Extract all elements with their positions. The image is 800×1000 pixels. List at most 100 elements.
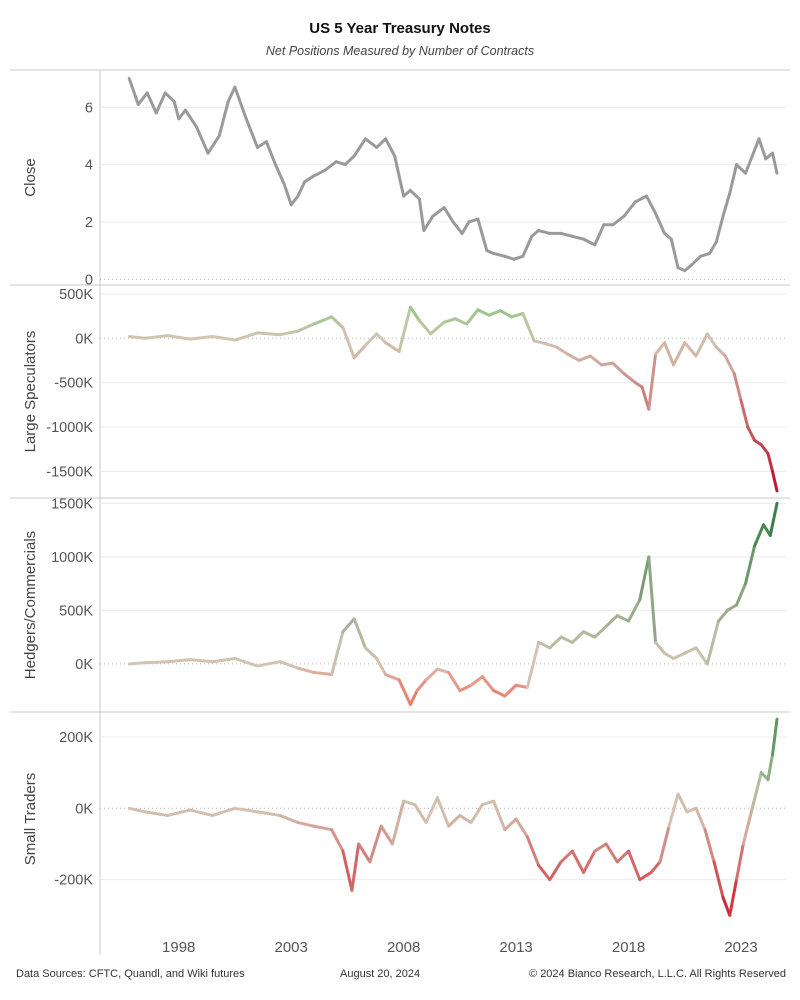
- series-segment: [363, 137, 379, 149]
- series-segment: [757, 137, 768, 161]
- series-segment: [746, 425, 757, 442]
- series-segment: [492, 689, 507, 698]
- series-segment: [658, 824, 671, 864]
- series-segment: [676, 792, 689, 814]
- series-segment: [165, 658, 192, 664]
- series-segment: [654, 341, 667, 356]
- series-segment: [165, 334, 192, 341]
- series-segment: [451, 220, 464, 235]
- series-segment: [588, 354, 604, 367]
- series-segment: [732, 372, 743, 402]
- series-segment: [663, 341, 676, 367]
- series-segment: [663, 651, 676, 660]
- series-segment: [127, 334, 147, 340]
- series-segment: [343, 154, 356, 167]
- y-tick-label: 500K: [59, 287, 93, 303]
- series-segment: [312, 670, 334, 677]
- series-segment: [127, 77, 140, 106]
- series-segment: [683, 646, 698, 655]
- series-segment: [741, 806, 754, 846]
- series-segment: [255, 331, 282, 337]
- series-segment: [393, 154, 406, 198]
- series-segment: [759, 443, 770, 456]
- series-segment: [233, 657, 259, 668]
- series-segment: [510, 311, 525, 319]
- series-segment: [721, 191, 732, 218]
- series-segment: [352, 617, 367, 650]
- series-segment: [330, 315, 345, 330]
- series-segment: [525, 640, 541, 689]
- series-segment: [127, 661, 147, 666]
- series-segment: [375, 657, 388, 677]
- series-segment: [350, 842, 361, 892]
- series-segment: [593, 223, 606, 247]
- series-segment: [255, 660, 282, 668]
- y-tick-label: 0K: [75, 331, 93, 347]
- series-segment: [453, 317, 469, 326]
- series-segment: [768, 501, 779, 537]
- series-segment: [424, 796, 439, 825]
- series-segment: [683, 341, 698, 358]
- series-segment: [503, 817, 518, 832]
- series-segment: [233, 85, 248, 121]
- series-segment: [548, 635, 563, 650]
- series-segment: [771, 717, 779, 757]
- series-segment: [422, 214, 435, 233]
- series-segment: [703, 828, 716, 864]
- y-tick-label: -1500K: [46, 464, 93, 480]
- series-segment: [521, 311, 536, 343]
- x-tick-label: 2013: [499, 939, 532, 956]
- series-segment: [264, 140, 277, 167]
- series-segment: [771, 469, 779, 493]
- series-segment: [537, 640, 552, 650]
- series-segment: [255, 140, 268, 149]
- series-segment: [600, 361, 615, 367]
- series-segment: [721, 895, 732, 917]
- series-segment: [289, 194, 300, 207]
- series-segment: [694, 332, 709, 358]
- y-tick-label: -200K: [54, 873, 93, 889]
- series-segment: [735, 582, 748, 607]
- series-segment: [604, 614, 619, 628]
- y-axis-title: Hedgers/Commercials: [22, 531, 39, 679]
- series-segment: [384, 673, 401, 682]
- series-segment: [467, 217, 480, 224]
- series-segment: [397, 678, 412, 707]
- series-segment: [582, 630, 597, 639]
- series-segment: [408, 305, 421, 322]
- series-segment: [487, 309, 502, 317]
- series-segment: [570, 234, 586, 241]
- y-tick-label: 6: [85, 100, 93, 116]
- series-segment: [273, 163, 286, 187]
- series-segment: [726, 603, 739, 612]
- series-segment: [334, 160, 347, 167]
- series-segment: [330, 828, 345, 853]
- series-segment: [417, 197, 426, 233]
- series-segment: [728, 878, 739, 917]
- series-segment: [402, 799, 417, 807]
- series-segment: [375, 137, 388, 149]
- series-segment: [278, 813, 300, 825]
- series-segment: [766, 452, 775, 473]
- series-segment: [503, 683, 518, 698]
- series-segment: [210, 657, 237, 664]
- y-axis-title: Small Traders: [22, 773, 39, 866]
- y-tick-label: 2: [85, 215, 93, 231]
- series-segment: [415, 678, 428, 693]
- series-segment: [498, 309, 514, 319]
- series-segment: [604, 842, 619, 864]
- series-segment: [206, 134, 221, 155]
- series-segment: [143, 334, 169, 340]
- series-segment: [735, 163, 748, 175]
- x-tick-label: 1998: [162, 939, 195, 956]
- series-segment: [442, 317, 457, 324]
- series-segment: [672, 341, 687, 367]
- footer-date: August 20, 2024: [340, 968, 421, 980]
- series-segment: [233, 331, 259, 342]
- series-segment: [469, 803, 484, 825]
- series-segment: [417, 319, 433, 336]
- series-segment: [296, 180, 307, 198]
- series-segment: [442, 206, 455, 224]
- series-segment: [611, 361, 626, 376]
